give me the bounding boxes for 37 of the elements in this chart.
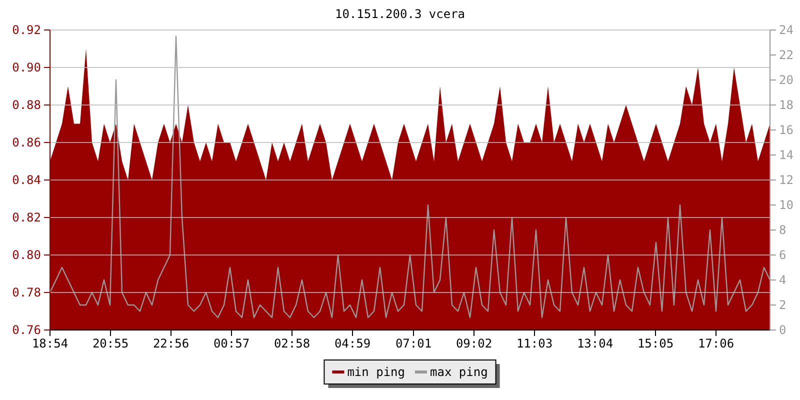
y2-tick-label: 16: [779, 122, 794, 137]
y-tick-label: 0.90: [12, 60, 41, 74]
x-tick-label: 13:04: [576, 336, 614, 351]
y2-tick-label: 8: [779, 222, 786, 237]
x-tick-label: 00:57: [213, 336, 250, 351]
chart-title: 10.151.200.3 vcera: [334, 7, 466, 21]
x-tick-label: 07:01: [395, 336, 432, 351]
x-tick-label: 11:03: [516, 336, 553, 351]
x-tick-label: 02:58: [274, 336, 310, 351]
x-tick-label: 09:02: [456, 336, 492, 351]
y-tick-label: 0.86: [12, 135, 41, 150]
y2-tick-label: 24: [779, 22, 794, 37]
x-tick-label: 15:05: [637, 336, 674, 351]
y2-tick-label: 2: [779, 298, 786, 312]
y2-tick-label: 22: [779, 48, 794, 62]
y-tick-label: 0.78: [12, 285, 41, 300]
y-tick-label: 0.82: [12, 210, 41, 224]
y2-tick-label: 0: [779, 322, 786, 337]
y-tick-label: 0.76: [12, 322, 41, 337]
y2-tick-label: 4: [779, 272, 786, 287]
y2-tick-label: 20: [779, 72, 794, 87]
y-tick-label: 0.88: [12, 98, 41, 112]
y-tick-label: 0.92: [12, 22, 41, 37]
x-tick-label: 18:54: [32, 336, 68, 351]
y2-tick-label: 18: [779, 98, 794, 112]
x-tick-label: 17:06: [698, 336, 734, 351]
y2-tick-label: 10: [779, 198, 794, 212]
y2-tick-label: 6: [779, 248, 786, 262]
x-tick-label: 20:55: [92, 336, 129, 351]
y-tick-label: 0.84: [12, 172, 41, 187]
y2-tick-label: 14: [779, 148, 794, 162]
y-tick-label: 0.80: [12, 248, 41, 262]
legend-label: min ping: [347, 365, 405, 379]
x-tick-label: 04:59: [334, 336, 371, 351]
y2-tick-label: 12: [779, 172, 794, 187]
x-tick-label: 22:56: [152, 336, 190, 351]
legend-label: max ping: [430, 365, 488, 379]
